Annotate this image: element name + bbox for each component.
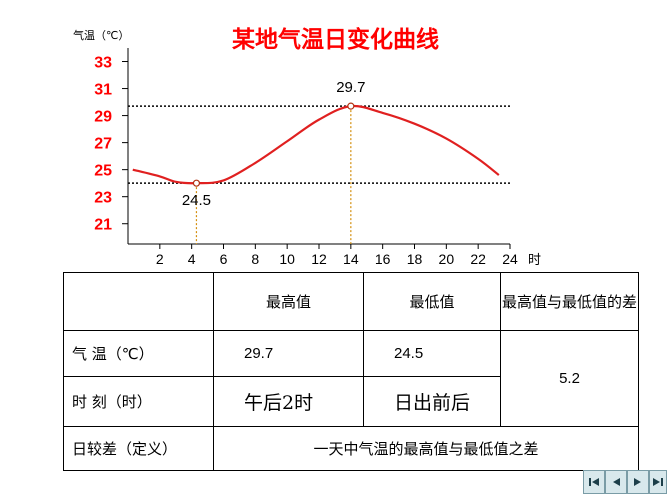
table-row-definition: 日较差（定义） 一天中气温的最高值与最低值之差 <box>63 426 639 471</box>
cell-min-temperature: 24.5 <box>363 330 501 377</box>
table-row-temperature: 气 温（℃） 29.7 24.5 5.2 <box>63 330 639 427</box>
row-label-time: 时 刻（时） <box>63 376 214 427</box>
cell-definition: 一天中气温的最高值与最低值之差 <box>213 426 639 471</box>
y-axis-label: 气温（℃） <box>73 28 129 42</box>
prev-page-icon[interactable] <box>605 470 627 494</box>
y-tick-label: 25 <box>94 163 112 180</box>
x-tick-label: 16 <box>375 251 391 267</box>
last-page-icon[interactable] <box>649 470 667 494</box>
annotation-marker <box>192 179 201 187</box>
temperature-curve <box>132 104 500 185</box>
annotation-marker <box>347 102 355 110</box>
x-tick-label: 24 <box>502 251 518 267</box>
annotation-label: 24.5 <box>182 192 211 209</box>
row-label-definition: 日较差（定义） <box>63 426 214 471</box>
cell-max-temperature: 29.7 <box>213 330 364 377</box>
x-tick-label: 22 <box>470 251 486 267</box>
x-tick-label: 4 <box>188 251 196 267</box>
temperature-summary-table: 最高值 最低值 最高值与最低值的差 气 温（℃） 29.7 24.5 5.2 时… <box>63 272 639 471</box>
x-tick-label: 20 <box>439 251 455 267</box>
y-tick-label: 27 <box>94 136 112 153</box>
y-tick-label: 29 <box>94 109 112 126</box>
table-corner-cell <box>63 272 214 331</box>
x-tick-label: 14 <box>343 251 359 267</box>
y-tick-label: 33 <box>94 55 112 72</box>
table-row-time: 时 刻（时） 午后2时 日出前后 <box>63 376 639 427</box>
table-header-row: 最高值 最低值 最高值与最低值的差 <box>63 272 639 331</box>
x-tick-label: 12 <box>311 251 327 267</box>
header-difference: 最高值与最低值的差 <box>500 272 639 331</box>
x-tick-label: 8 <box>251 251 259 267</box>
x-tick-label: 10 <box>279 251 295 267</box>
x-axis-label: 时 <box>528 253 541 268</box>
cell-temperature-range: 5.2 <box>500 330 639 427</box>
y-tick-label: 23 <box>94 190 112 207</box>
cell-min-time: 日出前后 <box>363 376 501 427</box>
y-tick-label: 21 <box>94 217 112 234</box>
next-page-icon[interactable] <box>627 470 649 494</box>
y-tick-label: 31 <box>94 82 112 99</box>
x-tick-label: 6 <box>220 251 228 267</box>
annotation-label: 29.7 <box>336 79 365 96</box>
x-tick-label: 18 <box>407 251 423 267</box>
chart-title: 某地气温日变化曲线 <box>232 27 439 53</box>
x-tick-label: 2 <box>156 251 164 267</box>
header-min: 最低值 <box>363 272 501 331</box>
row-label-temperature: 气 温（℃） <box>63 330 214 377</box>
header-max: 最高值 <box>213 272 364 331</box>
first-page-icon[interactable] <box>583 470 605 494</box>
cell-max-time: 午后2时 <box>213 376 364 427</box>
